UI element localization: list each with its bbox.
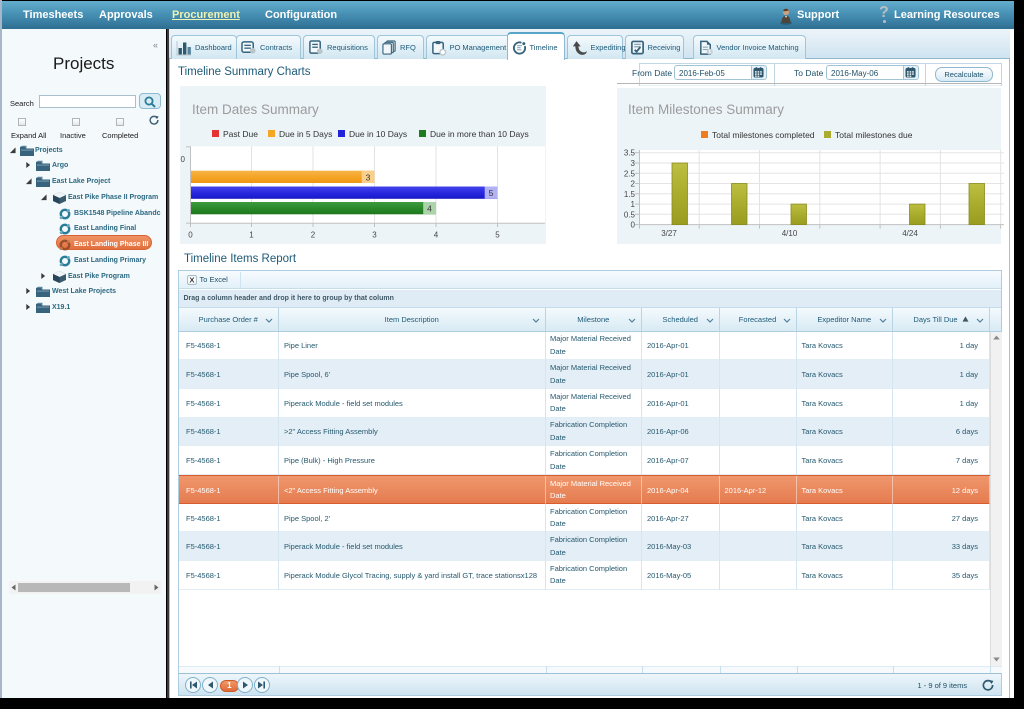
svg-text:1: 1	[249, 231, 254, 240]
svg-text:X: X	[189, 275, 195, 284]
svg-text:3.5: 3.5	[624, 149, 636, 158]
svg-text:3/27: 3/27	[661, 229, 677, 238]
svg-text:4/24: 4/24	[902, 229, 918, 238]
svg-text:4/10: 4/10	[782, 229, 798, 238]
svg-text:0: 0	[181, 155, 186, 164]
svg-text:5: 5	[489, 188, 494, 198]
svg-text:4: 4	[434, 231, 439, 240]
svg-text:Past Due: Past Due	[223, 129, 258, 139]
svg-text:Due in 10 Days: Due in 10 Days	[349, 129, 407, 139]
svg-text:0: 0	[631, 221, 636, 230]
svg-text:2: 2	[311, 231, 316, 240]
svg-text:1.5: 1.5	[624, 190, 636, 199]
svg-text:Item Dates Summary: Item Dates Summary	[192, 102, 319, 117]
svg-text:0: 0	[188, 231, 193, 240]
svg-text:Item Milestones Summary: Item Milestones Summary	[628, 102, 784, 117]
svg-text:Total milestones completed: Total milestones completed	[712, 130, 815, 140]
svg-text:1: 1	[631, 200, 636, 209]
svg-text:2: 2	[631, 180, 636, 189]
svg-text:3: 3	[631, 159, 636, 168]
svg-text:Due in 5 Days: Due in 5 Days	[279, 129, 332, 139]
svg-text:5: 5	[495, 231, 500, 240]
svg-text:0.5: 0.5	[624, 210, 636, 219]
svg-text:3: 3	[366, 172, 371, 182]
svg-text:3: 3	[372, 231, 377, 240]
svg-text:Due in more than 10 Days: Due in more than 10 Days	[430, 129, 529, 139]
svg-text:4: 4	[427, 204, 432, 214]
svg-text:Total milestones due: Total milestones due	[835, 130, 913, 140]
svg-text:2.5: 2.5	[624, 169, 636, 178]
